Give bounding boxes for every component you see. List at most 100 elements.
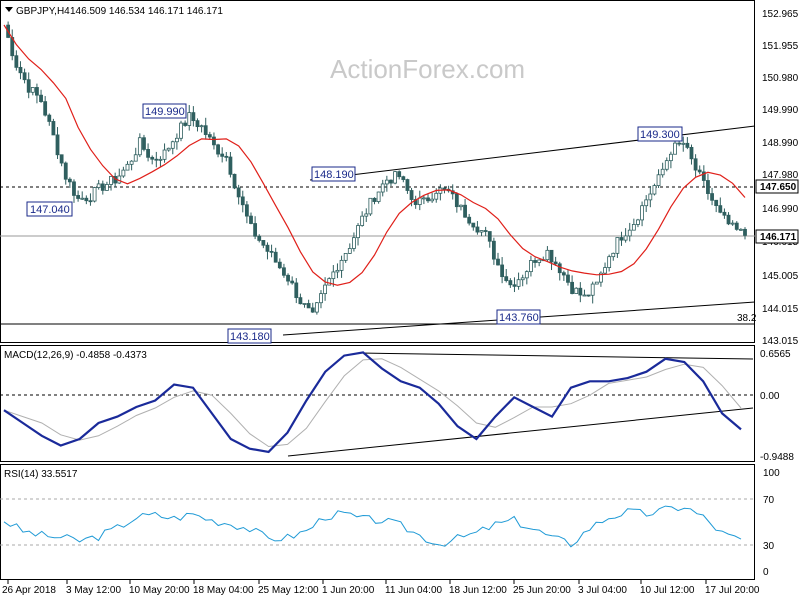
candle-body <box>397 171 402 178</box>
candle-body <box>487 231 492 242</box>
candle-body <box>269 250 274 253</box>
candle-body <box>290 280 295 284</box>
candle-body <box>335 269 340 273</box>
rsi-tick: 0 <box>763 567 769 578</box>
candle-body <box>434 192 439 200</box>
candle-body <box>636 219 640 225</box>
x-tick-label: 17 Jul 20:00 <box>705 585 760 596</box>
candle-body <box>92 187 97 202</box>
price-tick: 151.955 <box>762 41 799 52</box>
rsi-line <box>3 505 742 548</box>
candle-body <box>327 278 332 286</box>
candle-body <box>463 204 467 218</box>
x-tick-label: 10 May 20:00 <box>129 585 190 596</box>
candle-body <box>380 183 385 193</box>
x-tick-label: 11 Jun 04:00 <box>385 585 443 596</box>
candle-body <box>14 55 19 68</box>
flag-label: 147.040 <box>30 204 70 216</box>
price-y-axis: 152.965 151.955 150.980 149.990 148.990 … <box>762 9 799 347</box>
candle-body <box>520 277 525 281</box>
candle-body <box>508 280 513 286</box>
candle-body <box>500 264 505 278</box>
candle-body <box>376 191 381 202</box>
candle-body <box>261 240 266 246</box>
candle-body <box>314 302 319 313</box>
macd-trendline-upper <box>359 352 754 360</box>
candle-body <box>664 160 669 170</box>
macd-panel <box>0 345 755 462</box>
candle-body <box>574 287 579 294</box>
price-flag: 148.190 <box>311 166 356 182</box>
candle-body <box>710 193 714 201</box>
x-tick-label: 3 Jul 04:00 <box>578 585 627 596</box>
candle-body <box>72 181 76 196</box>
candle-body <box>232 173 237 189</box>
candle-body <box>203 125 208 135</box>
candle-body <box>681 142 686 145</box>
candle-body <box>426 197 430 202</box>
flag-label: 143.180 <box>230 331 270 343</box>
price-flag: 143.180 <box>227 328 272 344</box>
candle-body <box>228 156 233 175</box>
candle-body <box>183 122 188 126</box>
candle-body <box>22 72 27 81</box>
candle-body <box>100 183 105 191</box>
symbol-label: GBPJPY,H4 <box>16 6 70 17</box>
sma-line <box>3 24 746 286</box>
candle-body <box>150 156 155 160</box>
candle-body <box>35 87 39 96</box>
x-tick-label: 25 May 12:00 <box>258 585 319 596</box>
candle-body <box>714 199 719 207</box>
price-tick: 143.015 <box>762 336 799 347</box>
candle-body <box>578 287 583 296</box>
candle-body <box>533 260 537 263</box>
price-tick: 148.990 <box>762 138 799 149</box>
candle-body <box>43 101 48 116</box>
x-tick-label: 18 May 04:00 <box>193 585 254 596</box>
candle-body <box>18 66 23 74</box>
candle-body <box>302 303 307 305</box>
candle-body <box>430 198 435 202</box>
candle-body <box>80 197 85 200</box>
candle-body <box>88 200 93 203</box>
candle-body <box>121 169 126 177</box>
level-price-label: 147.650 <box>760 182 797 193</box>
candle-body <box>331 271 336 280</box>
candle-body <box>689 146 694 160</box>
macd-tick: 0.00 <box>760 391 780 402</box>
candle-body <box>401 176 406 180</box>
flag-label: 148.190 <box>314 169 354 181</box>
candle-body <box>282 267 286 276</box>
flag-label: 149.300 <box>640 129 680 141</box>
candle-body <box>265 244 270 252</box>
macd-label: MACD(12,26,9) -0.4858 -0.4373 <box>4 350 147 361</box>
candle-body <box>706 180 710 194</box>
candle-body <box>599 272 603 283</box>
candle-body <box>51 121 56 136</box>
candle-body <box>105 184 109 191</box>
x-tick-label: 26 Apr 2018 <box>2 585 56 596</box>
candle-body <box>158 158 163 161</box>
candle-body <box>656 174 661 186</box>
price-flag: 149.300 <box>637 126 683 142</box>
price-flag: 143.760 <box>496 309 541 325</box>
candle-body <box>236 187 241 198</box>
candle-body <box>590 283 595 296</box>
candle-body <box>607 256 612 268</box>
candle-body <box>644 199 649 207</box>
candle-body <box>224 155 229 158</box>
candle-body <box>393 171 397 184</box>
candle-body <box>26 79 31 93</box>
price-tick: 150.980 <box>762 73 799 84</box>
candle-body <box>67 178 72 183</box>
dropdown-arrow-icon[interactable] <box>5 7 13 12</box>
candle-body <box>566 274 570 283</box>
candle-body <box>467 216 472 224</box>
candle-body <box>718 205 723 213</box>
current-price-label: 146.171 <box>760 232 797 243</box>
candle-body <box>405 179 410 191</box>
candle-body <box>640 205 644 221</box>
x-tick-label: 25 Jun 20:00 <box>513 585 571 596</box>
